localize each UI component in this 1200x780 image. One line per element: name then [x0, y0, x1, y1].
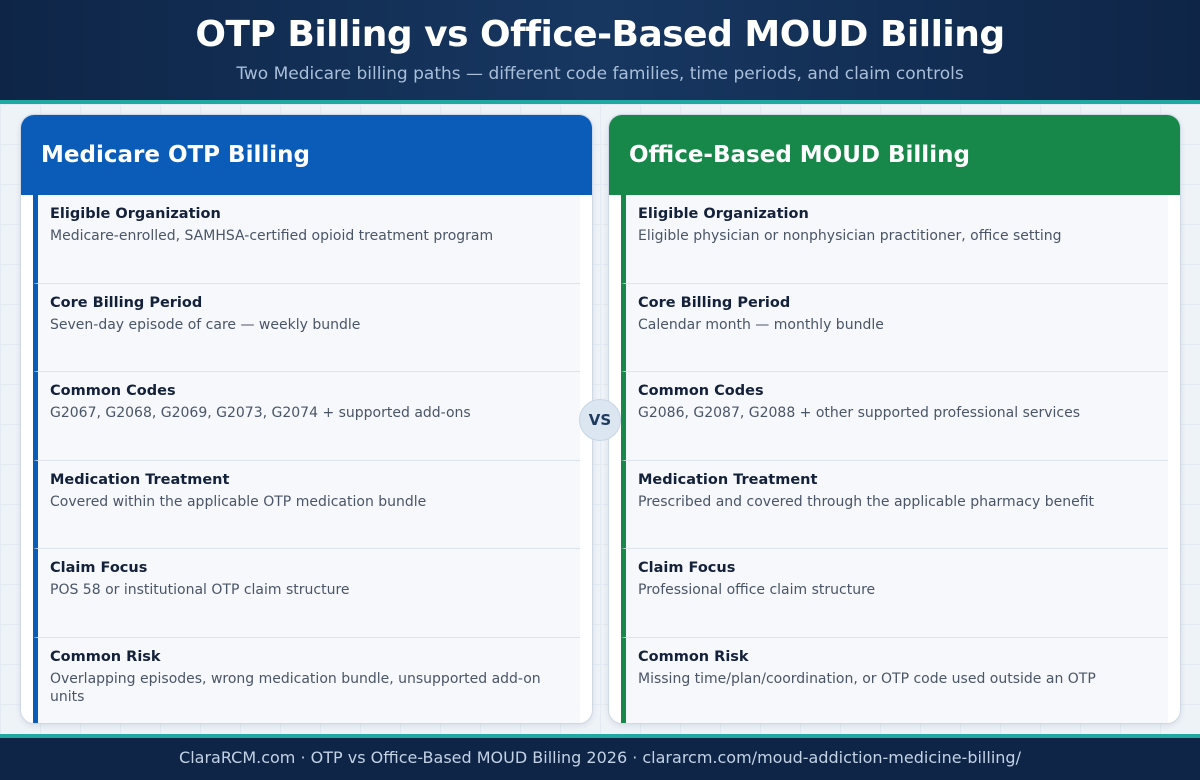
- office-row-medication-treatment: Medication Treatment Prescribed and cove…: [621, 460, 1168, 549]
- footer-divider: [0, 734, 1200, 738]
- office-row-common-risk: Common Risk Missing time/plan/coordinati…: [621, 637, 1168, 723]
- row-label: Common Codes: [638, 383, 764, 399]
- office-row-eligible-organization: Eligible Organization Eligible physician…: [621, 195, 1168, 284]
- row-label: Eligible Organization: [50, 206, 221, 222]
- page-header: OTP Billing vs Office-Based MOUD Billing…: [0, 0, 1200, 100]
- row-value: Missing time/plan/coordination, or OTP c…: [638, 670, 1096, 687]
- office-row-claim-focus: Claim Focus Professional office claim st…: [621, 549, 1168, 638]
- row-label: Core Billing Period: [638, 294, 791, 311]
- row-value: Seven-day episode of care — weekly bundl…: [50, 316, 361, 333]
- page-title: OTP Billing vs Office-Based MOUD Billing: [195, 14, 1005, 55]
- row-label: Claim Focus: [638, 560, 736, 576]
- office-rows: Eligible Organization Eligible physician…: [621, 195, 1168, 723]
- row-value: Professional office claim structure: [638, 582, 876, 598]
- otp-rows: Eligible Organization Medicare-enrolled,…: [33, 195, 580, 723]
- otp-billing-panel: Medicare OTP Billing Eligible Organizati…: [20, 114, 593, 724]
- office-panel-title: Office-Based MOUD Billing: [609, 115, 1180, 195]
- office-row-common-codes: Common Codes G2086, G2087, G2088 + other…: [621, 372, 1168, 461]
- row-label: Eligible Organization: [638, 206, 809, 222]
- row-label: Claim Focus: [50, 560, 148, 576]
- row-value: G2067, G2068, G2069, G2073, G2074 + supp…: [50, 405, 471, 421]
- otp-row-common-codes: Common Codes G2067, G2068, G2069, G2073,…: [33, 372, 580, 461]
- otp-row-common-risk: Common Risk Overlapping episodes, wrong …: [33, 637, 580, 723]
- otp-row-claim-focus: Claim Focus POS 58 or institutional OTP …: [33, 549, 580, 638]
- row-label: Common Risk: [638, 648, 749, 665]
- row-value: Overlapping episodes, wrong medication b…: [50, 670, 541, 705]
- office-moud-billing-panel: Office-Based MOUD Billing Eligible Organ…: [608, 114, 1181, 724]
- row-value: G2086, G2087, G2088 + other supported pr…: [638, 405, 1081, 421]
- vs-badge: VS: [579, 399, 621, 441]
- row-value: Covered within the applicable OTP medica…: [50, 493, 427, 510]
- row-label: Core Billing Period: [50, 294, 203, 311]
- row-label: Common Codes: [50, 383, 176, 399]
- office-row-core-billing-period: Core Billing Period Calendar month — mon…: [621, 283, 1168, 372]
- row-label: Medication Treatment: [638, 471, 818, 488]
- row-label: Common Risk: [50, 648, 161, 665]
- row-value: Calendar month — monthly bundle: [638, 316, 884, 333]
- header-divider: [0, 100, 1200, 104]
- row-value: Prescribed and covered through the appli…: [638, 493, 1095, 510]
- page-subtitle: Two Medicare billing paths — different c…: [236, 64, 964, 84]
- otp-row-core-billing-period: Core Billing Period Seven-day episode of…: [33, 283, 580, 372]
- row-value: POS 58 or institutional OTP claim struct…: [50, 582, 350, 598]
- otp-panel-title: Medicare OTP Billing: [21, 115, 592, 195]
- otp-row-medication-treatment: Medication Treatment Covered within the …: [33, 460, 580, 549]
- row-value: Eligible physician or nonphysician pract…: [638, 228, 1062, 244]
- row-value: Medicare-enrolled, SAMHSA-certified opio…: [50, 228, 494, 244]
- row-label: Medication Treatment: [50, 471, 230, 488]
- otp-row-eligible-organization: Eligible Organization Medicare-enrolled,…: [33, 195, 580, 284]
- page-footer: ClaraRCM.com · OTP vs Office-Based MOUD …: [0, 738, 1200, 780]
